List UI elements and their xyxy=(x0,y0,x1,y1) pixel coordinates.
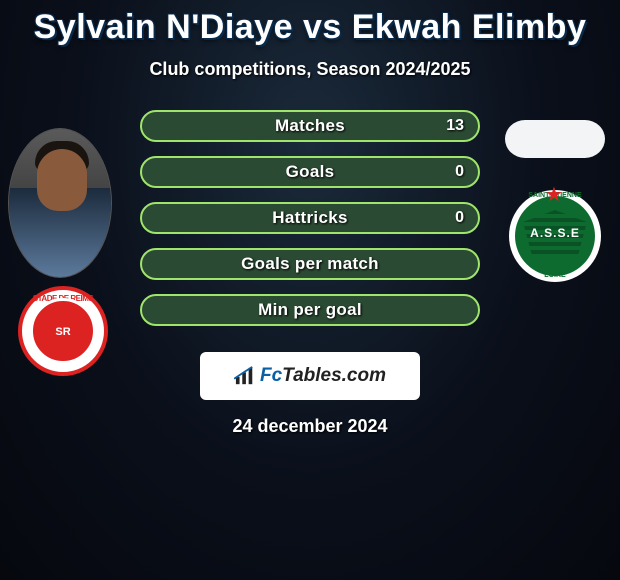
stat-value: 0 xyxy=(455,204,464,232)
stat-hattricks: Hattricks 0 xyxy=(140,202,480,234)
chart-icon xyxy=(234,366,256,386)
stat-label: Min per goal xyxy=(142,300,478,320)
stat-label: Hattricks xyxy=(142,208,478,228)
stat-label: Goals per match xyxy=(142,254,478,274)
stat-matches: Matches 13 xyxy=(140,110,480,142)
fctables-logo: FcTables.com xyxy=(200,352,420,400)
stat-goals: Goals 0 xyxy=(140,156,480,188)
date-label: 24 december 2024 xyxy=(0,416,620,437)
stat-label: Matches xyxy=(142,116,478,136)
stat-min-per-goal: Min per goal xyxy=(140,294,480,326)
stats-area: Matches 13 Goals 0 Hattricks 0 Goals per… xyxy=(0,110,620,330)
subtitle: Club competitions, Season 2024/2025 xyxy=(0,59,620,80)
logo-text: FcTables.com xyxy=(260,365,386,387)
stat-value: 13 xyxy=(446,112,464,140)
page-title: Sylvain N'Diaye vs Ekwah Elimby xyxy=(0,0,620,47)
stat-goals-per-match: Goals per match xyxy=(140,248,480,280)
stat-value: 0 xyxy=(455,158,464,186)
stat-label: Goals xyxy=(142,162,478,182)
